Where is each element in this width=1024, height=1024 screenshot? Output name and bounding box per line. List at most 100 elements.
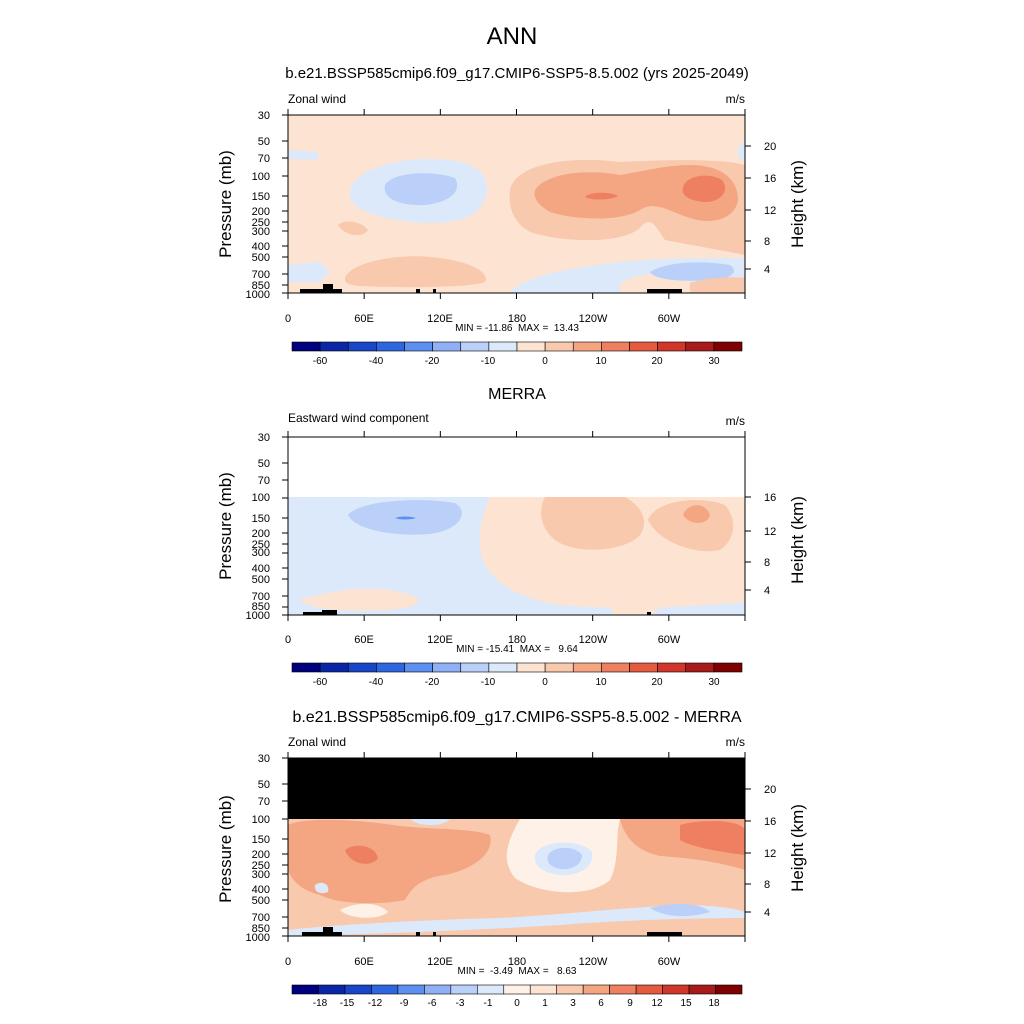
colorbar-label: 20 [651, 677, 663, 688]
y-tick-label: 100 [252, 171, 270, 183]
y-tick-label: 150 [252, 513, 270, 525]
x-tick-label: 120W [579, 313, 608, 325]
panel-subtitle: b.e21.BSSP585cmip6.f09_g17.CMIP6-SSP5-8.… [285, 65, 749, 82]
y-tick-label: 30 [258, 753, 270, 765]
colorbar-label: 0 [514, 998, 520, 1009]
colorbar-label: 12 [651, 998, 663, 1009]
contour-shade [410, 819, 450, 826]
y-tick-label: 200 [252, 849, 270, 861]
y-tick-label: 850 [252, 923, 270, 935]
colorbar-box [347, 341, 377, 352]
x-tick-label: 0 [285, 956, 291, 968]
colorbar-box [657, 662, 687, 673]
y-tick-label: 400 [252, 563, 270, 575]
colorbar-box [556, 984, 584, 995]
panel-model: b.e21.BSSP585cmip6.f09_g17.CMIP6-SSP5-8.… [216, 65, 807, 367]
colorbar-box [424, 984, 452, 995]
colorbar-box [601, 662, 630, 673]
y-tick-label: 400 [252, 241, 270, 253]
height-tick-label: 12 [764, 848, 776, 860]
contour-shade [648, 500, 734, 552]
min-max-stats: MIN = -3.49 MAX = 8.63 [458, 966, 577, 977]
contour-shade [395, 516, 416, 520]
colorbar-box [544, 341, 574, 352]
contour-shade [650, 903, 710, 917]
y-tick-label: 300 [252, 869, 270, 881]
colorbar-box [371, 984, 399, 995]
x-tick-label: 120E [427, 313, 453, 325]
height-tick-label: 16 [764, 816, 776, 828]
colorbar-label: -12 [368, 998, 383, 1009]
y-tick-label: 100 [252, 492, 270, 504]
colorbar-label: 20 [651, 356, 663, 367]
colorbar-label: -60 [313, 677, 328, 688]
height-tick-label: 16 [764, 173, 776, 185]
height-tick-label: 4 [764, 585, 770, 597]
colorbar-box [476, 984, 505, 995]
x-tick-label: 180 [508, 313, 526, 325]
x-tick-label: 120W [579, 634, 608, 646]
colorbar-label: -9 [400, 998, 409, 1009]
colorbar [291, 984, 743, 995]
colorbar [291, 341, 743, 352]
y-tick-label: 500 [252, 252, 270, 264]
y-tick-label: 1000 [246, 932, 270, 944]
min-max-stats: MIN = -15.41 MAX = 9.64 [456, 644, 578, 655]
y-tick-label: 250 [252, 539, 270, 551]
topography-mask [303, 610, 337, 615]
panel-subtitle: MERRA [488, 386, 546, 403]
colorbar-label: 18 [708, 998, 720, 1009]
axis-ticks [282, 109, 751, 299]
colorbar-label: 15 [680, 998, 692, 1009]
contour-field [288, 115, 745, 293]
missing-data-mask [288, 758, 745, 819]
colorbar-box [713, 341, 743, 352]
height-tick-label: 12 [764, 205, 776, 217]
colorbar-label: 30 [708, 677, 720, 688]
topography-mask [302, 927, 342, 936]
y-tick-label: 100 [252, 814, 270, 826]
colorbar-label: 0 [542, 356, 548, 367]
colorbar-label: -60 [313, 356, 328, 367]
contour-shade [345, 845, 378, 864]
y-axis-right-title: Height (km) [788, 804, 807, 892]
colorbar-label: -6 [428, 998, 437, 1009]
x-tick-label: 120E [427, 634, 453, 646]
colorbar-box [376, 662, 405, 673]
colorbar-label: -10 [481, 677, 496, 688]
contour-shade [541, 497, 645, 550]
y-tick-label: 700 [252, 912, 270, 924]
variable-label: Eastward wind component [288, 411, 429, 425]
colorbar-box [318, 984, 346, 995]
colorbar-box [291, 984, 319, 995]
contour-shade [534, 165, 738, 221]
height-tick-label: 20 [764, 784, 776, 796]
y-axis-title: Pressure (mb) [216, 472, 235, 580]
colorbar-label: -3 [456, 998, 465, 1009]
colorbar-label: -20 [425, 677, 440, 688]
figure-title: ANN [487, 23, 538, 50]
units-label: m/s [726, 414, 745, 428]
y-tick-label: 70 [258, 796, 270, 808]
y-tick-label: 300 [252, 547, 270, 559]
x-tick-label: 0 [285, 313, 291, 325]
topography-mask [647, 289, 682, 293]
colorbar-box [404, 341, 433, 352]
colorbar-box [688, 984, 716, 995]
contour-shade [288, 819, 491, 904]
height-tick-label: 12 [764, 526, 776, 538]
x-tick-label: 120W [579, 956, 608, 968]
colorbar-label: -20 [425, 356, 440, 367]
contour-shade [585, 192, 618, 200]
colorbar-box [291, 341, 321, 352]
colorbar-label: -1 [484, 998, 493, 1009]
panel-merra: MERRA Eastward wind component m/s 0 60E … [216, 386, 807, 688]
colorbar-box [572, 662, 602, 673]
colorbar-box [460, 341, 490, 352]
contour-shade [338, 221, 368, 236]
y-tick-label: 50 [258, 458, 270, 470]
colorbar-box [344, 984, 372, 995]
x-tick-label: 60E [354, 313, 374, 325]
contour-shade [288, 262, 330, 282]
x-tick-label: 0 [285, 634, 291, 646]
